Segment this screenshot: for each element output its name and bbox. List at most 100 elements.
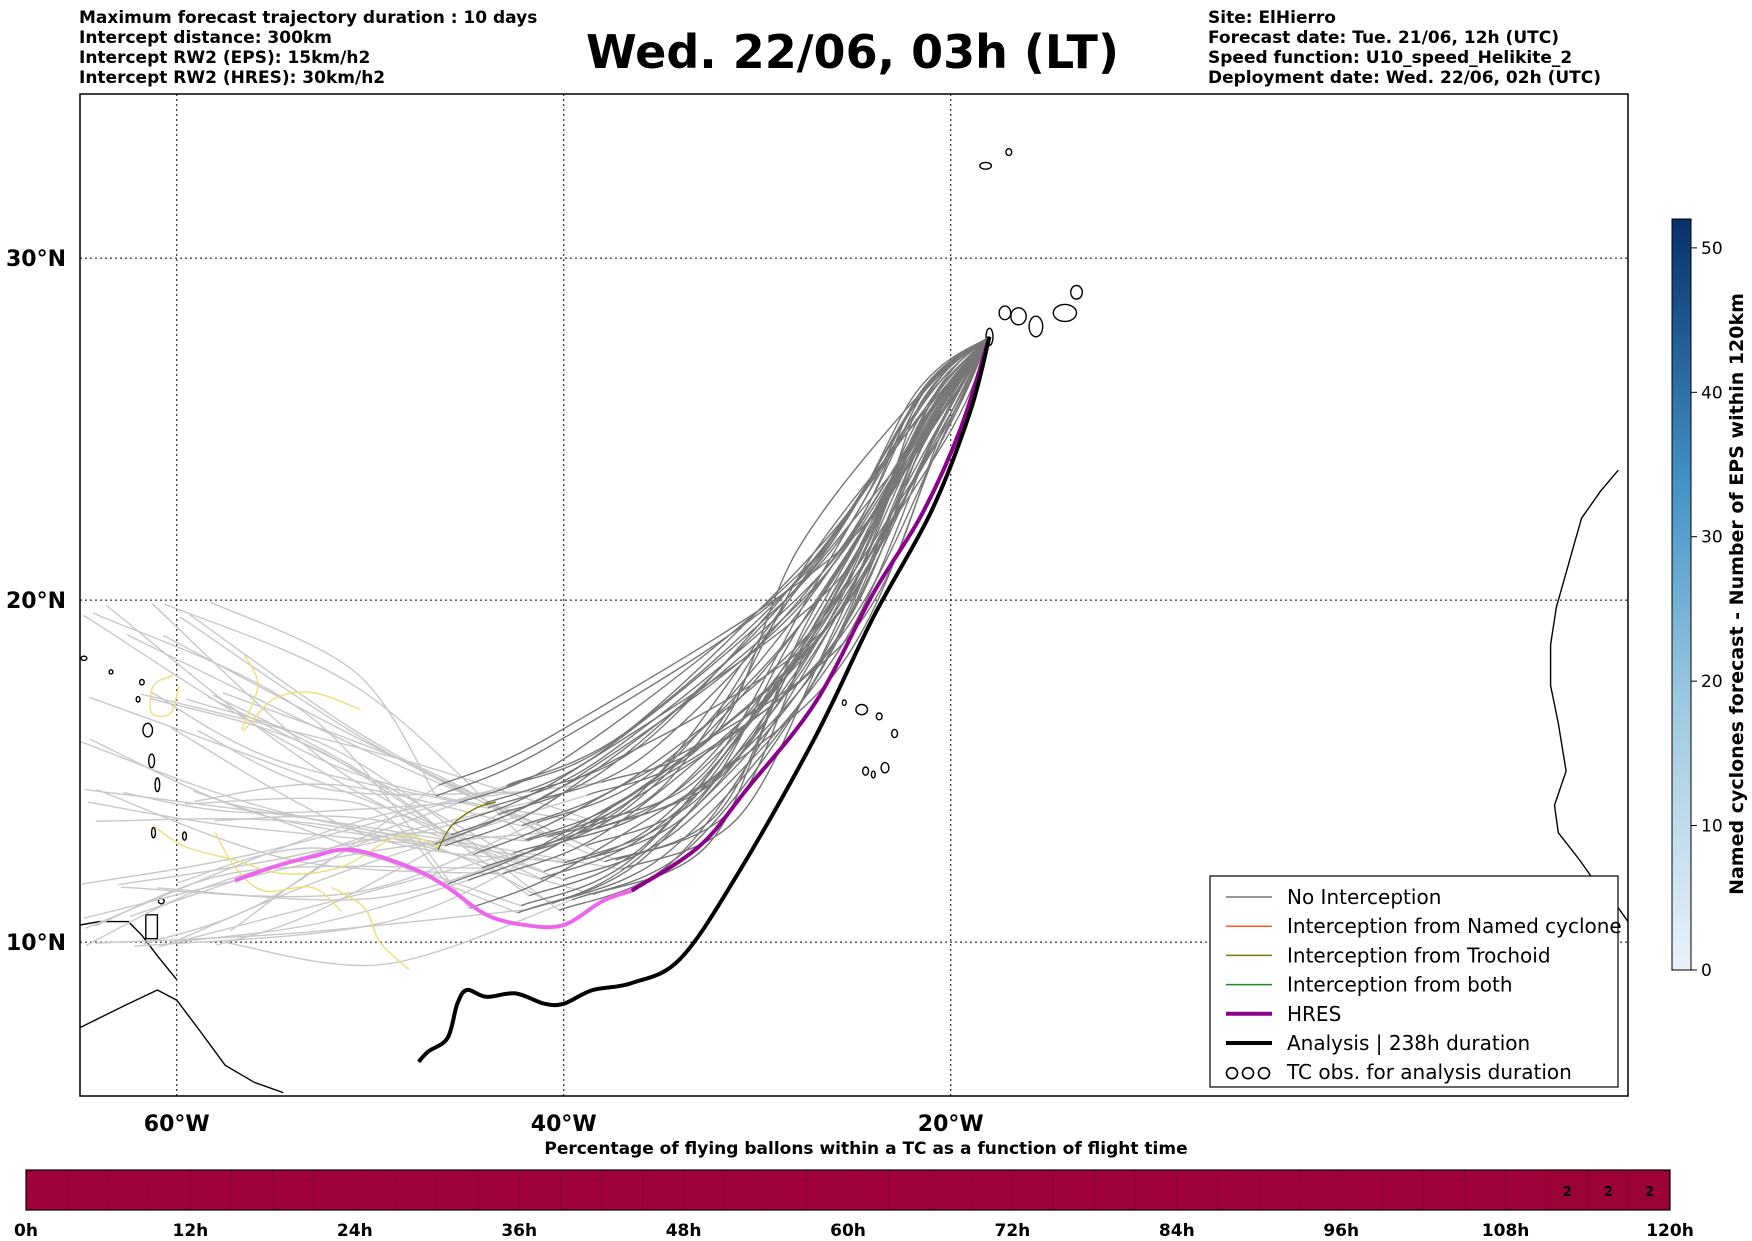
eps-trajectory-tail — [176, 847, 522, 907]
island — [80, 655, 88, 662]
eps-trajectory-tail — [209, 601, 437, 797]
forecast-date-text: Forecast date: Tue. 21/06, 12h (UTC) — [1208, 28, 1559, 48]
eps-trajectory-tail — [207, 696, 515, 858]
coastline — [80, 920, 178, 981]
tc-obs-symbol — [1241, 1066, 1255, 1080]
colorbar-label: Named cyclones forecast - Number of EPS … — [1726, 293, 1748, 895]
legend-label: No Interception — [1287, 885, 1441, 909]
coastline — [145, 914, 159, 940]
timebar-cell — [354, 1169, 397, 1211]
eps-trajectory — [621, 336, 991, 870]
trochoid-trajectory-light — [153, 825, 439, 875]
island — [890, 728, 899, 739]
eps-trajectory — [507, 336, 990, 786]
island — [108, 669, 114, 675]
legend-label: Interception from Named cyclone — [1287, 914, 1622, 938]
timebar-frame — [25, 1169, 1671, 1211]
timebar-cell — [1176, 1169, 1219, 1211]
island — [875, 712, 883, 721]
timebar-cell — [683, 1169, 725, 1211]
island — [979, 161, 993, 170]
timebar-cell — [806, 1169, 849, 1211]
colorbar-gradient — [1671, 218, 1692, 971]
eps-trajectory — [506, 336, 990, 787]
timebar-cell — [107, 1169, 150, 1211]
lon-tick-label: 40°W — [531, 1112, 597, 1137]
legend: No Interception Interception from Named c… — [1209, 875, 1622, 1088]
colorbar-tick-label: 30 — [1701, 528, 1723, 548]
timebar-cell — [1464, 1169, 1506, 1211]
colorbar-tick-label: 20 — [1701, 672, 1723, 692]
timebar-cell — [1053, 1169, 1095, 1211]
tc-obs-symbol — [1257, 1066, 1271, 1080]
hres-trajectory — [234, 336, 992, 930]
island — [1069, 284, 1083, 300]
lat-tick-label: 10°N — [6, 931, 66, 956]
legend-label: TC obs. for analysis duration — [1286, 1060, 1572, 1084]
trochoid-trajectory-light — [331, 886, 410, 971]
legend-label: Interception from both — [1287, 973, 1513, 997]
tc-obs-symbol — [1225, 1066, 1239, 1080]
eps-trajectory — [527, 336, 991, 911]
island — [841, 699, 847, 707]
island — [154, 777, 161, 793]
colorbar: 0 10 20 30 40 50 Named cyclones forecast - Nu… — [1671, 218, 1748, 981]
eps-trajectory-tail — [151, 603, 452, 836]
island — [148, 753, 156, 769]
eps-trajectory-tail — [80, 740, 565, 864]
map-title: Wed. 22/06, 03h (LT) — [586, 25, 1119, 79]
eps-trajectory — [435, 336, 990, 797]
eps-trajectories-no-interception — [432, 336, 991, 914]
lon-tick-label: 60°W — [144, 1112, 210, 1137]
timebar-cell — [66, 1169, 109, 1211]
island — [142, 722, 154, 738]
lat-tick-label: 20°N — [6, 589, 66, 614]
trochoid-trajectory-light — [214, 832, 342, 912]
timebar-cell — [1628, 1169, 1671, 1211]
intercept-distance-text: Intercept distance: 300km — [79, 28, 332, 48]
timebar-cell — [1340, 1169, 1383, 1211]
colorbar-tick-label: 0 — [1701, 961, 1712, 981]
timebar-tick-label: 36h — [501, 1221, 537, 1241]
island — [1028, 315, 1044, 338]
timebar-cell — [970, 1169, 1013, 1211]
legend-box — [1209, 875, 1619, 1088]
timebar-cell — [929, 1169, 972, 1211]
legend-label: Analysis | 238h duration — [1287, 1031, 1530, 1055]
timebar-cell — [395, 1169, 438, 1211]
trochoid-trajectory — [437, 801, 497, 851]
longitude-ticks: 60°W 40°W 20°W — [144, 1112, 984, 1137]
eps-trajectory-tail — [84, 788, 622, 870]
timebar-tick-label: 60h — [830, 1221, 866, 1241]
deployment-date-text: Deployment date: Wed. 22/06, 02h (UTC) — [1208, 68, 1602, 88]
timebar-tick-label: 0h — [14, 1221, 38, 1241]
eps-trajectory-tail — [95, 908, 528, 944]
header-left: Maximum forecast trajectory duration : 1… — [79, 8, 537, 88]
eps-trajectory — [481, 336, 991, 869]
eps-trajectory-tail — [193, 790, 519, 914]
island — [880, 761, 890, 774]
header-right: Site: ElHierro Forecast date: Tue. 21/06… — [1208, 8, 1601, 88]
timebar-cell — [888, 1169, 931, 1211]
timebar-cell — [1217, 1169, 1260, 1211]
timebar-cell — [847, 1169, 890, 1211]
timebar-cell — [1094, 1169, 1136, 1211]
analysis-trajectory — [417, 336, 992, 1064]
timebar-cell — [1299, 1169, 1342, 1211]
island — [870, 770, 876, 779]
max-duration-text: Maximum forecast trajectory duration : 1… — [79, 8, 538, 28]
timebar-tick-label: 108h — [1482, 1221, 1530, 1241]
timebar-cell — [765, 1169, 808, 1211]
trochoid-trajectory-light — [149, 674, 180, 718]
map-frame — [79, 93, 1629, 1097]
coastline — [1549, 469, 1628, 923]
timebar-cell — [1012, 1169, 1054, 1211]
timebar-tick-label: 84h — [1159, 1221, 1195, 1241]
hres-line-tail — [234, 847, 633, 930]
lon-tick-label: 20°W — [918, 1112, 984, 1137]
timebar-cell — [25, 1169, 68, 1211]
speed-function-text: Speed function: U10_speed_Helikite_2 — [1208, 48, 1573, 68]
island — [150, 826, 157, 839]
timebar-cell — [724, 1169, 767, 1211]
